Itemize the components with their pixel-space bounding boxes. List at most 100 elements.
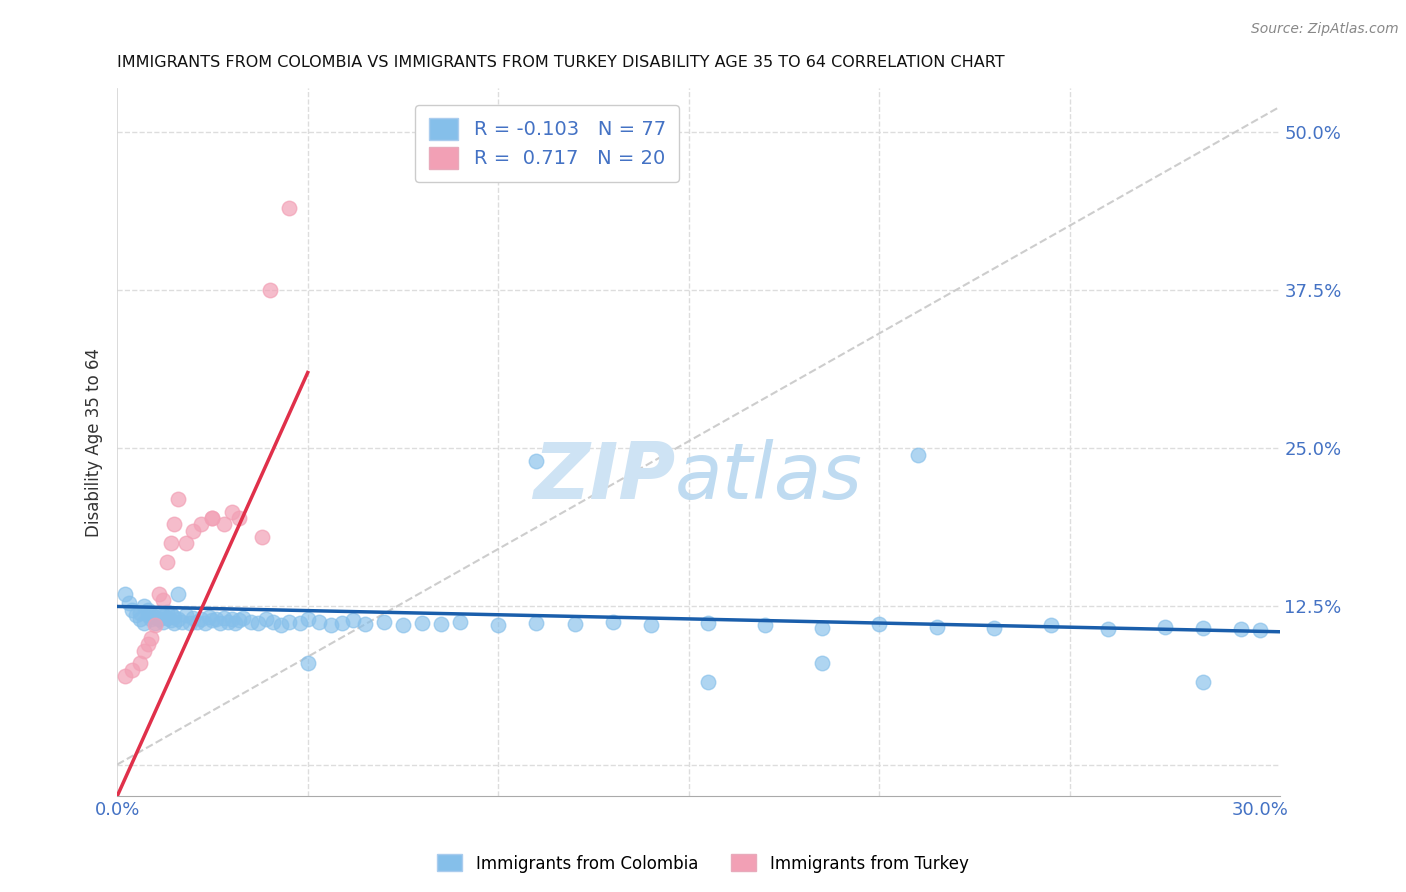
Point [156, 611, 179, 625]
Point [1192, 621, 1215, 635]
Point [132, 599, 155, 614]
Point [141, 612, 163, 626]
Point [152, 593, 174, 607]
Point [221, 612, 243, 626]
Point [174, 608, 197, 623]
Point [1039, 618, 1062, 632]
Point [232, 611, 254, 625]
Point [907, 448, 929, 462]
Point [696, 615, 718, 630]
Point [1154, 620, 1177, 634]
Point [250, 530, 273, 544]
Point [148, 587, 170, 601]
Point [141, 631, 163, 645]
Text: Source: ZipAtlas.com: Source: ZipAtlas.com [1251, 22, 1399, 37]
Point [159, 613, 181, 627]
Point [259, 283, 281, 297]
Point [174, 536, 197, 550]
Text: ZIP: ZIP [533, 440, 675, 516]
Point [114, 669, 136, 683]
Point [163, 609, 186, 624]
Point [1097, 622, 1119, 636]
Point [564, 617, 586, 632]
Point [136, 637, 159, 651]
Point [239, 615, 262, 629]
Point [143, 615, 166, 630]
Point [186, 615, 208, 629]
Point [136, 608, 159, 623]
Point [354, 617, 377, 632]
Point [152, 608, 174, 623]
Point [163, 517, 186, 532]
Point [288, 615, 311, 630]
Point [129, 657, 152, 671]
Point [925, 620, 948, 634]
Point [224, 615, 246, 630]
Point [486, 618, 509, 632]
Point [167, 491, 190, 506]
Point [254, 612, 277, 626]
Point [411, 615, 433, 630]
Point [183, 611, 205, 625]
Point [1250, 624, 1272, 638]
Point [129, 612, 152, 626]
Point [696, 675, 718, 690]
Point [132, 615, 155, 630]
Point [190, 517, 212, 532]
Point [190, 612, 212, 626]
Point [1192, 675, 1215, 690]
Point [129, 606, 152, 620]
Point [526, 454, 548, 468]
Point [179, 615, 201, 630]
Point [159, 607, 181, 621]
Point [811, 621, 834, 635]
Point [392, 618, 415, 632]
Point [156, 605, 179, 619]
Point [212, 517, 235, 532]
Point [148, 612, 170, 626]
Point [247, 615, 270, 630]
Point [602, 615, 624, 629]
Point [330, 615, 353, 630]
Point [209, 615, 232, 630]
Point [201, 511, 224, 525]
Point [277, 201, 299, 215]
Point [342, 613, 364, 627]
Point [117, 596, 139, 610]
Point [205, 612, 228, 626]
Point [148, 606, 170, 620]
Text: IMMIGRANTS FROM COLOMBIA VS IMMIGRANTS FROM TURKEY DISABILITY AGE 35 TO 64 CORRE: IMMIGRANTS FROM COLOMBIA VS IMMIGRANTS F… [117, 55, 1005, 70]
Point [159, 536, 181, 550]
Y-axis label: Disability Age 35 to 64: Disability Age 35 to 64 [86, 348, 103, 537]
Point [167, 612, 190, 626]
Point [640, 618, 662, 632]
Point [983, 621, 1005, 635]
Point [143, 618, 166, 632]
Point [163, 615, 186, 630]
Point [201, 613, 224, 627]
Point [125, 608, 148, 623]
Point [156, 555, 179, 569]
Text: atlas: atlas [675, 440, 863, 516]
Point [373, 615, 395, 629]
Point [121, 663, 143, 677]
Point [170, 615, 193, 629]
Point [319, 618, 342, 632]
Point [141, 607, 163, 621]
Point [277, 615, 299, 629]
Point [121, 603, 143, 617]
Point [132, 644, 155, 658]
Point [868, 617, 890, 632]
Legend: Immigrants from Colombia, Immigrants from Turkey: Immigrants from Colombia, Immigrants fro… [430, 847, 976, 880]
Point [228, 613, 250, 627]
Point [430, 617, 453, 632]
Point [449, 615, 471, 629]
Point [194, 615, 217, 630]
Point [167, 587, 190, 601]
Point [183, 524, 205, 538]
Point [308, 615, 330, 629]
Point [262, 615, 284, 629]
Point [228, 511, 250, 525]
Point [114, 587, 136, 601]
Point [526, 615, 548, 630]
